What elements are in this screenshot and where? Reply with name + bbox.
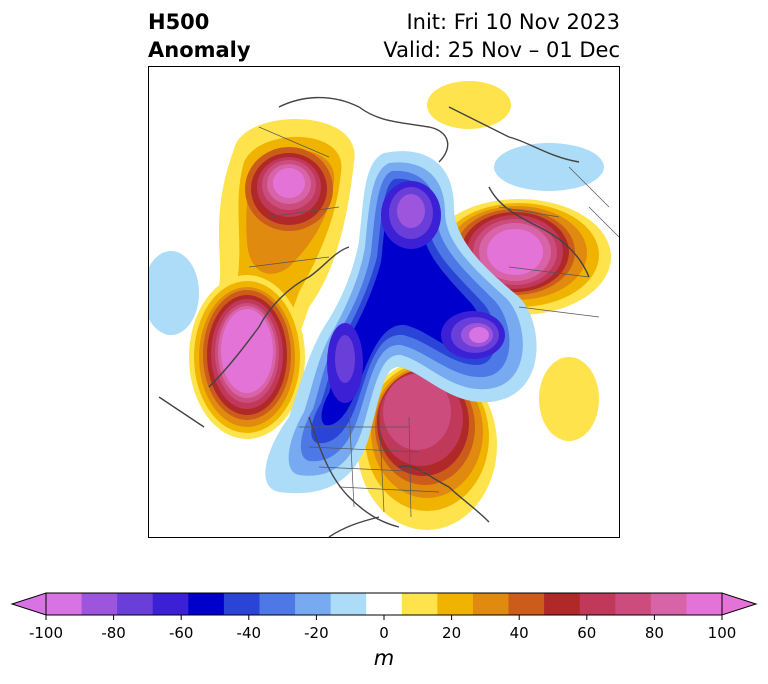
anomaly-fields bbox=[149, 81, 611, 530]
political-boundaries bbox=[248, 126, 619, 518]
colorbar-segments bbox=[10, 592, 758, 616]
colorbar-segment bbox=[579, 593, 616, 615]
colorbar-tick-label: -80 bbox=[101, 624, 126, 642]
colorbar-tick-label: -60 bbox=[168, 624, 194, 642]
positive-anomaly-area bbox=[427, 81, 511, 129]
colorbar-segment bbox=[615, 593, 652, 615]
colorbar-segment bbox=[295, 593, 332, 615]
negative-anomaly-area bbox=[494, 143, 604, 191]
colorbar-segment bbox=[188, 593, 225, 615]
title-dates: Init: Fri 10 Nov 2023 Valid: 25 Nov – 01… bbox=[383, 8, 620, 64]
colorbar-tick-label: 100 bbox=[707, 624, 737, 642]
colorbar-segment bbox=[686, 593, 723, 615]
positive-anomaly-center-eastern-us bbox=[357, 360, 497, 530]
colorbar-tick-label: -20 bbox=[304, 624, 329, 642]
colorbar-segment bbox=[330, 593, 367, 615]
title-variable-line2: Anomaly bbox=[148, 38, 251, 62]
colorbar-segment bbox=[81, 593, 118, 615]
negative-anomaly-trough bbox=[265, 151, 537, 494]
colorbar-segment bbox=[117, 593, 154, 615]
colorbar-tick-label: 20 bbox=[442, 624, 462, 642]
colorbar-segment bbox=[152, 593, 189, 615]
colorbar-tick-label: -100 bbox=[28, 624, 64, 642]
colorbar bbox=[10, 592, 758, 620]
positive-anomaly-center-pacific bbox=[189, 275, 305, 439]
colorbar-ticks bbox=[45, 615, 723, 620]
colorbar-tick-label: -40 bbox=[236, 624, 262, 642]
colorbar-segment bbox=[650, 593, 687, 615]
title-variable-line1: H500 bbox=[148, 10, 210, 34]
colorbar-segment bbox=[366, 593, 403, 615]
init-date: Init: Fri 10 Nov 2023 bbox=[406, 10, 620, 34]
valid-date-range: Valid: 25 Nov – 01 Dec bbox=[383, 38, 620, 62]
positive-anomaly-area bbox=[539, 357, 599, 441]
negative-anomaly-area bbox=[149, 251, 199, 335]
colorbar-tick-label: 0 bbox=[379, 624, 389, 642]
colorbar-tick-label: 60 bbox=[577, 624, 597, 642]
colorbar-tick-label: 40 bbox=[509, 624, 529, 642]
colorbar-tick-label: 80 bbox=[644, 624, 664, 642]
coastlines bbox=[158, 96, 590, 537]
colorbar-segment bbox=[223, 593, 260, 615]
colorbar-segment bbox=[259, 593, 296, 615]
title-variable: H500 Anomaly bbox=[148, 8, 251, 64]
colorbar-segment bbox=[437, 593, 474, 615]
colorbar-segment bbox=[544, 593, 581, 615]
colorbar-segment bbox=[508, 593, 545, 615]
colorbar-segment bbox=[401, 593, 438, 615]
map-plot bbox=[149, 81, 619, 537]
colorbar-unit-label: m bbox=[373, 646, 395, 670]
colorbar-segment bbox=[472, 593, 510, 615]
colorbar-extend-max bbox=[721, 592, 758, 616]
colorbar-extend-min bbox=[10, 592, 47, 616]
colorbar-segment bbox=[46, 593, 83, 615]
anomaly-map bbox=[148, 66, 620, 538]
